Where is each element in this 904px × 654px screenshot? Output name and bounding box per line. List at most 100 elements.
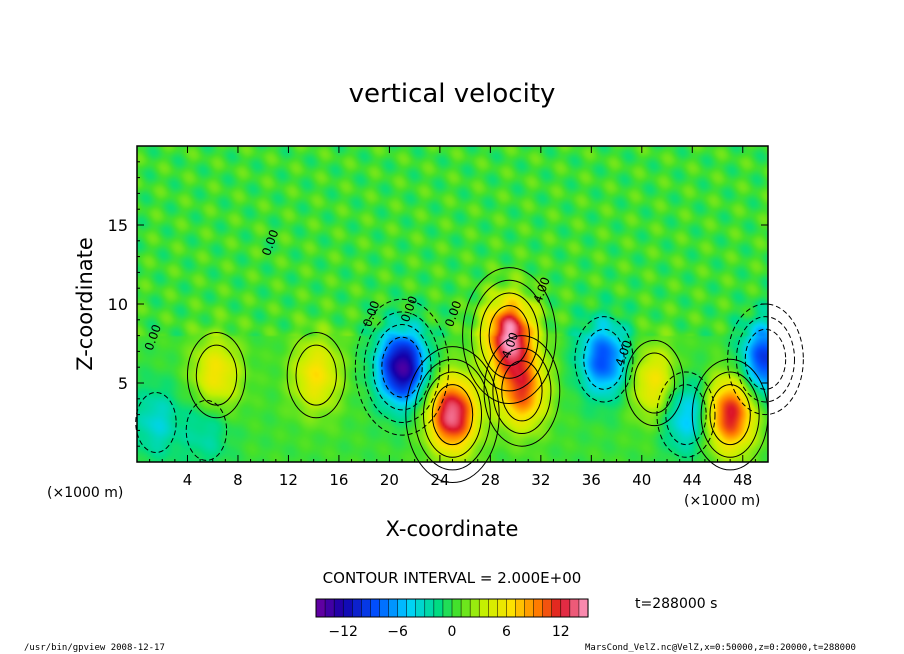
heatmap-field	[137, 146, 768, 462]
x-tick-label: 8	[233, 471, 243, 489]
colorbar-cell	[324, 598, 335, 618]
contour-line	[286, 331, 346, 419]
contour-line	[431, 384, 474, 446]
colorbar-cell	[388, 598, 399, 618]
colorbar-cell	[542, 598, 553, 618]
contour-line	[422, 371, 483, 458]
contour-line	[372, 324, 432, 411]
colorbar-cell	[524, 598, 535, 618]
colorbar-cell	[397, 598, 408, 618]
contour-line	[488, 305, 530, 367]
contour-line	[381, 336, 423, 398]
colorbar-cell	[578, 598, 589, 618]
contour-line	[363, 311, 441, 424]
x-tick-label: 44	[683, 471, 702, 489]
contour-line	[470, 279, 548, 392]
contour-line	[185, 399, 228, 461]
contour-line	[195, 344, 238, 406]
colorbar-cell	[533, 598, 544, 618]
x-tick-label: 12	[279, 471, 298, 489]
colorbar-cell	[370, 598, 381, 618]
colorbar-cell	[361, 598, 371, 618]
contour-line	[665, 384, 707, 446]
x-tick-label: 32	[531, 471, 550, 489]
contour-line	[744, 328, 787, 390]
plot-area: 0.000.000.00 0.00 0.004.004.00 4.00 4 8 12 16 2…	[108, 145, 804, 489]
contour-line	[295, 344, 337, 406]
colorbar-cell	[379, 598, 390, 618]
colorbar-cell	[560, 598, 571, 618]
x-tick-label: 36	[582, 471, 601, 489]
contour-line	[479, 292, 539, 379]
y-axis-ticks: 5 10 15	[108, 161, 768, 447]
y-tick-label: 5	[118, 374, 128, 393]
x-axis-ticks: 4 8 12 16 20 24 28 32 36 40 44 48	[149, 146, 756, 489]
x-tick-label: 4	[183, 471, 193, 489]
colorbar-cell	[569, 598, 580, 618]
colorbar-cell	[433, 598, 444, 618]
contour-line	[633, 352, 676, 414]
colorbar-cell	[478, 598, 489, 618]
colorbar-cell	[406, 598, 417, 618]
contour-line	[186, 331, 247, 419]
colorbar-cell	[488, 598, 498, 618]
contour-line	[492, 347, 552, 435]
colorbar-ticks: −12 −6 0 6 12	[328, 624, 569, 640]
contour-line	[462, 267, 557, 405]
time-label: t=288000 s	[635, 596, 717, 612]
colorbar-cell	[460, 598, 471, 618]
colorbar: −12 −6 0 6 12	[315, 598, 589, 640]
colorbar-cell	[506, 598, 517, 618]
chart-title: vertical velocity	[349, 79, 556, 109]
colorbar-tick-label: 6	[502, 624, 511, 640]
x-tick-label: 40	[632, 471, 651, 489]
colorbar-cell	[333, 598, 344, 618]
y-tick-label: 10	[108, 295, 128, 314]
colorbar-cell	[497, 598, 507, 618]
colorbar-cell	[415, 598, 426, 618]
x-tick-label: 24	[430, 471, 449, 489]
colorbar-cell	[469, 598, 480, 618]
contour-line	[414, 358, 491, 471]
x-unit-left: (×1000 m)	[47, 485, 123, 501]
contour-line	[135, 391, 177, 454]
contour-line	[583, 328, 625, 390]
contour-line	[624, 339, 684, 427]
colorbar-cell	[551, 598, 562, 618]
contour-line	[656, 371, 716, 458]
colorbar-cell	[342, 598, 353, 618]
colorbar-cell	[352, 598, 362, 618]
colorbar-tick-label: 12	[552, 624, 570, 640]
colorbar-frame	[315, 598, 589, 618]
contour-line	[574, 316, 634, 403]
contour-line	[501, 360, 543, 422]
colorbar-tick-label: −12	[328, 624, 358, 640]
x-tick-label: 28	[481, 471, 500, 489]
contour-line	[483, 335, 561, 447]
contour-line	[354, 298, 450, 436]
contour-line	[735, 316, 796, 403]
colorbar-cells	[315, 598, 589, 618]
y-axis-label: Z-coordinate	[73, 237, 97, 371]
x-unit-right: (×1000 m)	[684, 493, 760, 509]
contour-line	[405, 346, 500, 484]
colorbar-cell	[451, 598, 462, 618]
contour-interval-text: CONTOUR INTERVAL = 2.000E+00	[323, 569, 582, 587]
colorbar-cell	[424, 598, 435, 618]
footer-left: /usr/bin/gpview 2008-12-17	[24, 643, 165, 653]
contour-line	[727, 303, 804, 416]
colorbar-tick-label: −6	[387, 624, 408, 640]
colorbar-cell	[515, 598, 526, 618]
y-tick-label: 15	[108, 216, 128, 235]
contour-labels: 0.000.000.00 0.00 0.004.004.00 4.00	[135, 228, 804, 484]
colorbar-tick-label: 0	[448, 624, 457, 640]
footer-right: MarsCond_VelZ.nc@VelZ,x=0:50000,z=0:2000…	[585, 643, 856, 653]
contour-line	[700, 371, 760, 458]
x-tick-label: 20	[380, 471, 399, 489]
x-axis-label: X-coordinate	[386, 517, 519, 541]
x-tick-label: 16	[329, 471, 348, 489]
x-tick-label: 48	[733, 471, 752, 489]
colorbar-cell	[315, 598, 326, 618]
contour-line	[709, 384, 751, 446]
